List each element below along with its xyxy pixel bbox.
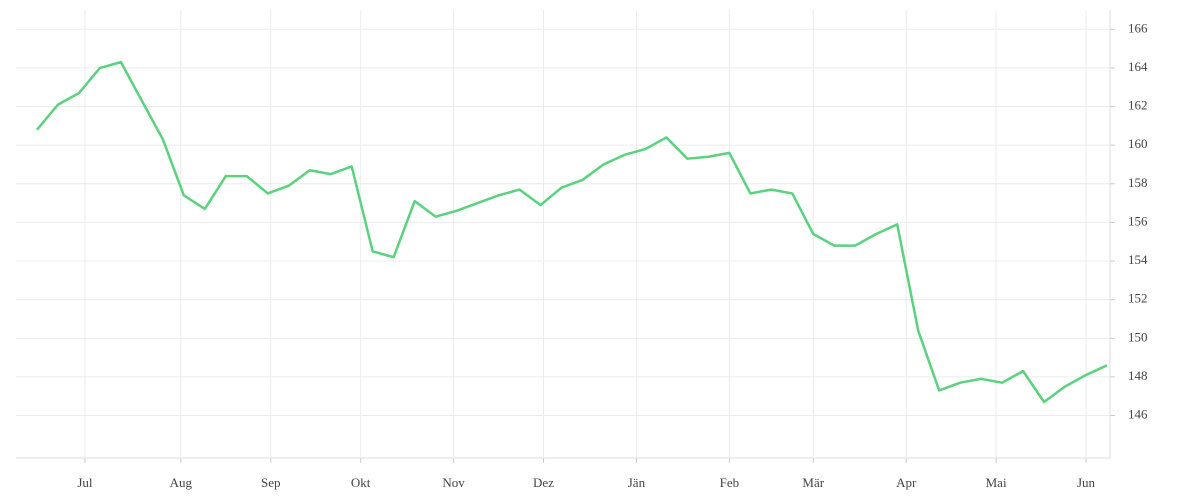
y-tick-label: 160 [1128, 136, 1148, 151]
x-tick-label: Jun [1077, 475, 1096, 490]
x-tick-label: Nov [442, 475, 465, 490]
x-tick-label: Feb [720, 475, 740, 490]
y-tick-label: 164 [1128, 59, 1148, 74]
y-tick-label: 156 [1128, 213, 1148, 228]
x-tick-label: Jän [628, 475, 646, 490]
x-tick-label: Aug [170, 475, 193, 490]
y-tick-label: 162 [1128, 98, 1148, 113]
y-tick-label: 166 [1128, 20, 1148, 35]
line [36, 60, 1108, 404]
y-tick-label: 158 [1128, 175, 1148, 190]
y-tick-label: 152 [1128, 291, 1148, 306]
x-tick-label: Jul [77, 475, 93, 490]
x-tick-label: Mär [802, 475, 824, 490]
y-tick-label: 148 [1128, 368, 1148, 383]
x-tick-label: Dez [533, 475, 554, 490]
x-tick-label: Apr [896, 475, 917, 490]
y-tick-label: 146 [1128, 407, 1148, 422]
x-tick-label: Mai [986, 475, 1007, 490]
x-tick-label: Okt [351, 475, 371, 490]
x-tick-label: Sep [261, 475, 281, 490]
y-tick-label: 150 [1128, 329, 1148, 344]
y-tick-label: 154 [1128, 252, 1148, 267]
